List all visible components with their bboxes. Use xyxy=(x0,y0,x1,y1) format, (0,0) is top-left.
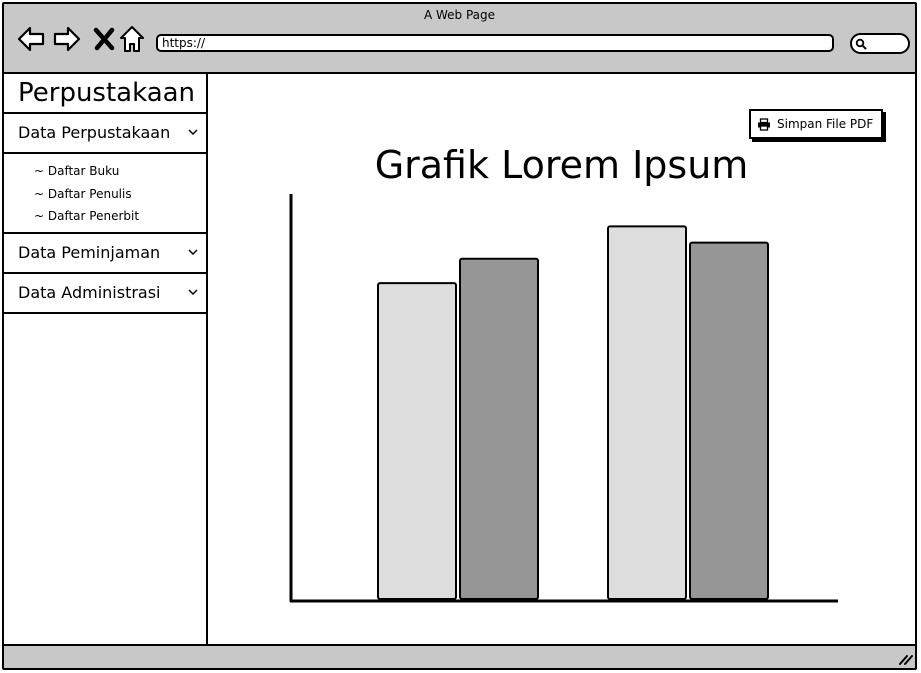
chevron-down-icon xyxy=(188,129,198,136)
back-icon[interactable] xyxy=(16,24,46,54)
menu-data-perpustakaan[interactable]: Data Perpustakaan xyxy=(4,114,206,154)
save-pdf-button[interactable]: Simpan File PDF xyxy=(749,109,883,139)
search-input[interactable] xyxy=(850,33,910,54)
chart-title: Grafik Lorem Ipsum xyxy=(374,143,749,187)
window-title: A Web Page xyxy=(423,8,496,22)
bar-group2-series2 xyxy=(689,241,769,600)
browser-toolbar: A Web Page https:// xyxy=(4,4,915,74)
forward-icon[interactable] xyxy=(52,24,82,54)
menu-label: Data Administrasi xyxy=(18,282,161,302)
submenu-item-daftar-buku[interactable]: ~ Daftar Buku xyxy=(34,164,120,178)
printer-icon xyxy=(758,118,770,131)
search-icon xyxy=(855,38,867,50)
bar-group2-series1 xyxy=(607,225,687,600)
status-bar xyxy=(4,644,915,668)
bar-chart xyxy=(289,194,838,603)
menu-label: Data Perpustakaan xyxy=(18,123,171,142)
home-icon[interactable] xyxy=(117,24,147,54)
submenu-data-perpustakaan: ~ Daftar Buku ~ Daftar Penulis ~ Daftar … xyxy=(4,154,206,234)
submenu-item-daftar-penerbit[interactable]: ~ Daftar Penerbit xyxy=(34,209,140,223)
menu-data-administrasi[interactable]: Data Administrasi xyxy=(4,274,206,314)
bar-group1-series2 xyxy=(459,257,539,601)
brand-title: Perpustakaan xyxy=(4,74,206,114)
url-input[interactable]: https:// xyxy=(156,34,834,52)
submenu-item-daftar-penulis[interactable]: ~ Daftar Penulis xyxy=(34,186,132,201)
main-content: Simpan File PDF Grafik Lorem Ipsum xyxy=(208,74,915,644)
sidebar: Perpustakaan Data Perpustakaan ~ Daftar … xyxy=(4,74,208,644)
resize-grip-icon[interactable] xyxy=(897,652,913,666)
chevron-down-icon xyxy=(188,248,198,255)
bar-group1-series1 xyxy=(377,282,457,600)
save-pdf-label: Simpan File PDF xyxy=(777,117,874,131)
menu-label: Data Peminjaman xyxy=(18,242,161,262)
close-icon[interactable] xyxy=(90,24,120,54)
menu-data-peminjaman[interactable]: Data Peminjaman xyxy=(4,234,206,274)
chevron-down-icon xyxy=(188,288,198,295)
